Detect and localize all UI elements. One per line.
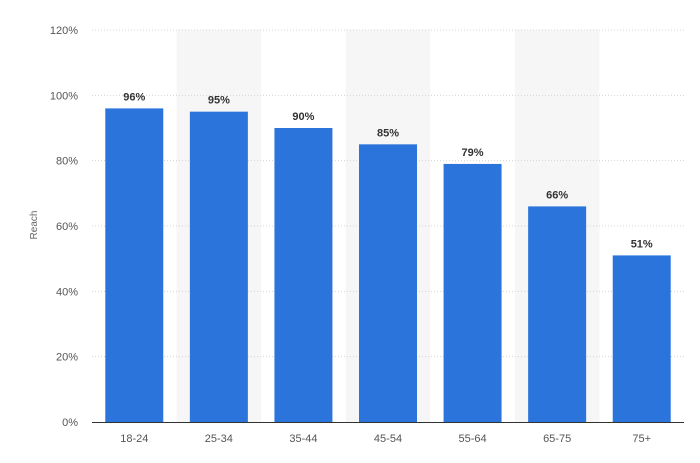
data-labels: 96% 95% 90% 85% 79% 66% 51% <box>123 91 653 250</box>
y-tick-label: 100% <box>50 90 78 102</box>
data-label: 96% <box>123 91 145 103</box>
bar-35-44 <box>274 128 333 422</box>
bar-25-34 <box>189 111 248 423</box>
y-tick-label: 60% <box>56 221 78 233</box>
y-tick-label: 120% <box>50 25 78 37</box>
data-label: 51% <box>631 238 653 250</box>
bar-65-75 <box>528 206 587 422</box>
x-tick-label: 18-24 <box>120 433 148 445</box>
x-tick-label: 35-44 <box>289 433 317 445</box>
y-tick-label: 80% <box>56 156 78 168</box>
x-tick-label: 55-64 <box>459 433 487 445</box>
x-tick-label: 45-54 <box>374 433 402 445</box>
bar-45-54 <box>359 144 417 423</box>
data-label: 90% <box>292 111 314 123</box>
y-axis-ticks: 0% 20% 40% 60% 80% 100% 120% <box>50 25 78 429</box>
y-axis-label: Reach <box>29 211 40 240</box>
bar-18-24 <box>105 108 164 423</box>
y-tick-label: 0% <box>62 417 78 429</box>
x-tick-label: 75+ <box>632 433 651 445</box>
bars <box>105 108 671 423</box>
bar-75+ <box>612 255 671 422</box>
data-label: 79% <box>462 147 484 159</box>
y-tick-label: 20% <box>56 352 78 364</box>
data-label: 95% <box>208 95 230 107</box>
x-tick-label: 65-75 <box>543 433 571 445</box>
bar-55-64 <box>443 163 502 422</box>
data-label: 85% <box>377 127 399 139</box>
x-axis-ticks: 18-24 25-34 35-44 45-54 55-64 65-75 75+ <box>120 433 651 445</box>
data-label: 66% <box>546 189 568 201</box>
y-tick-label: 40% <box>56 286 78 298</box>
x-tick-label: 25-34 <box>205 433 233 445</box>
